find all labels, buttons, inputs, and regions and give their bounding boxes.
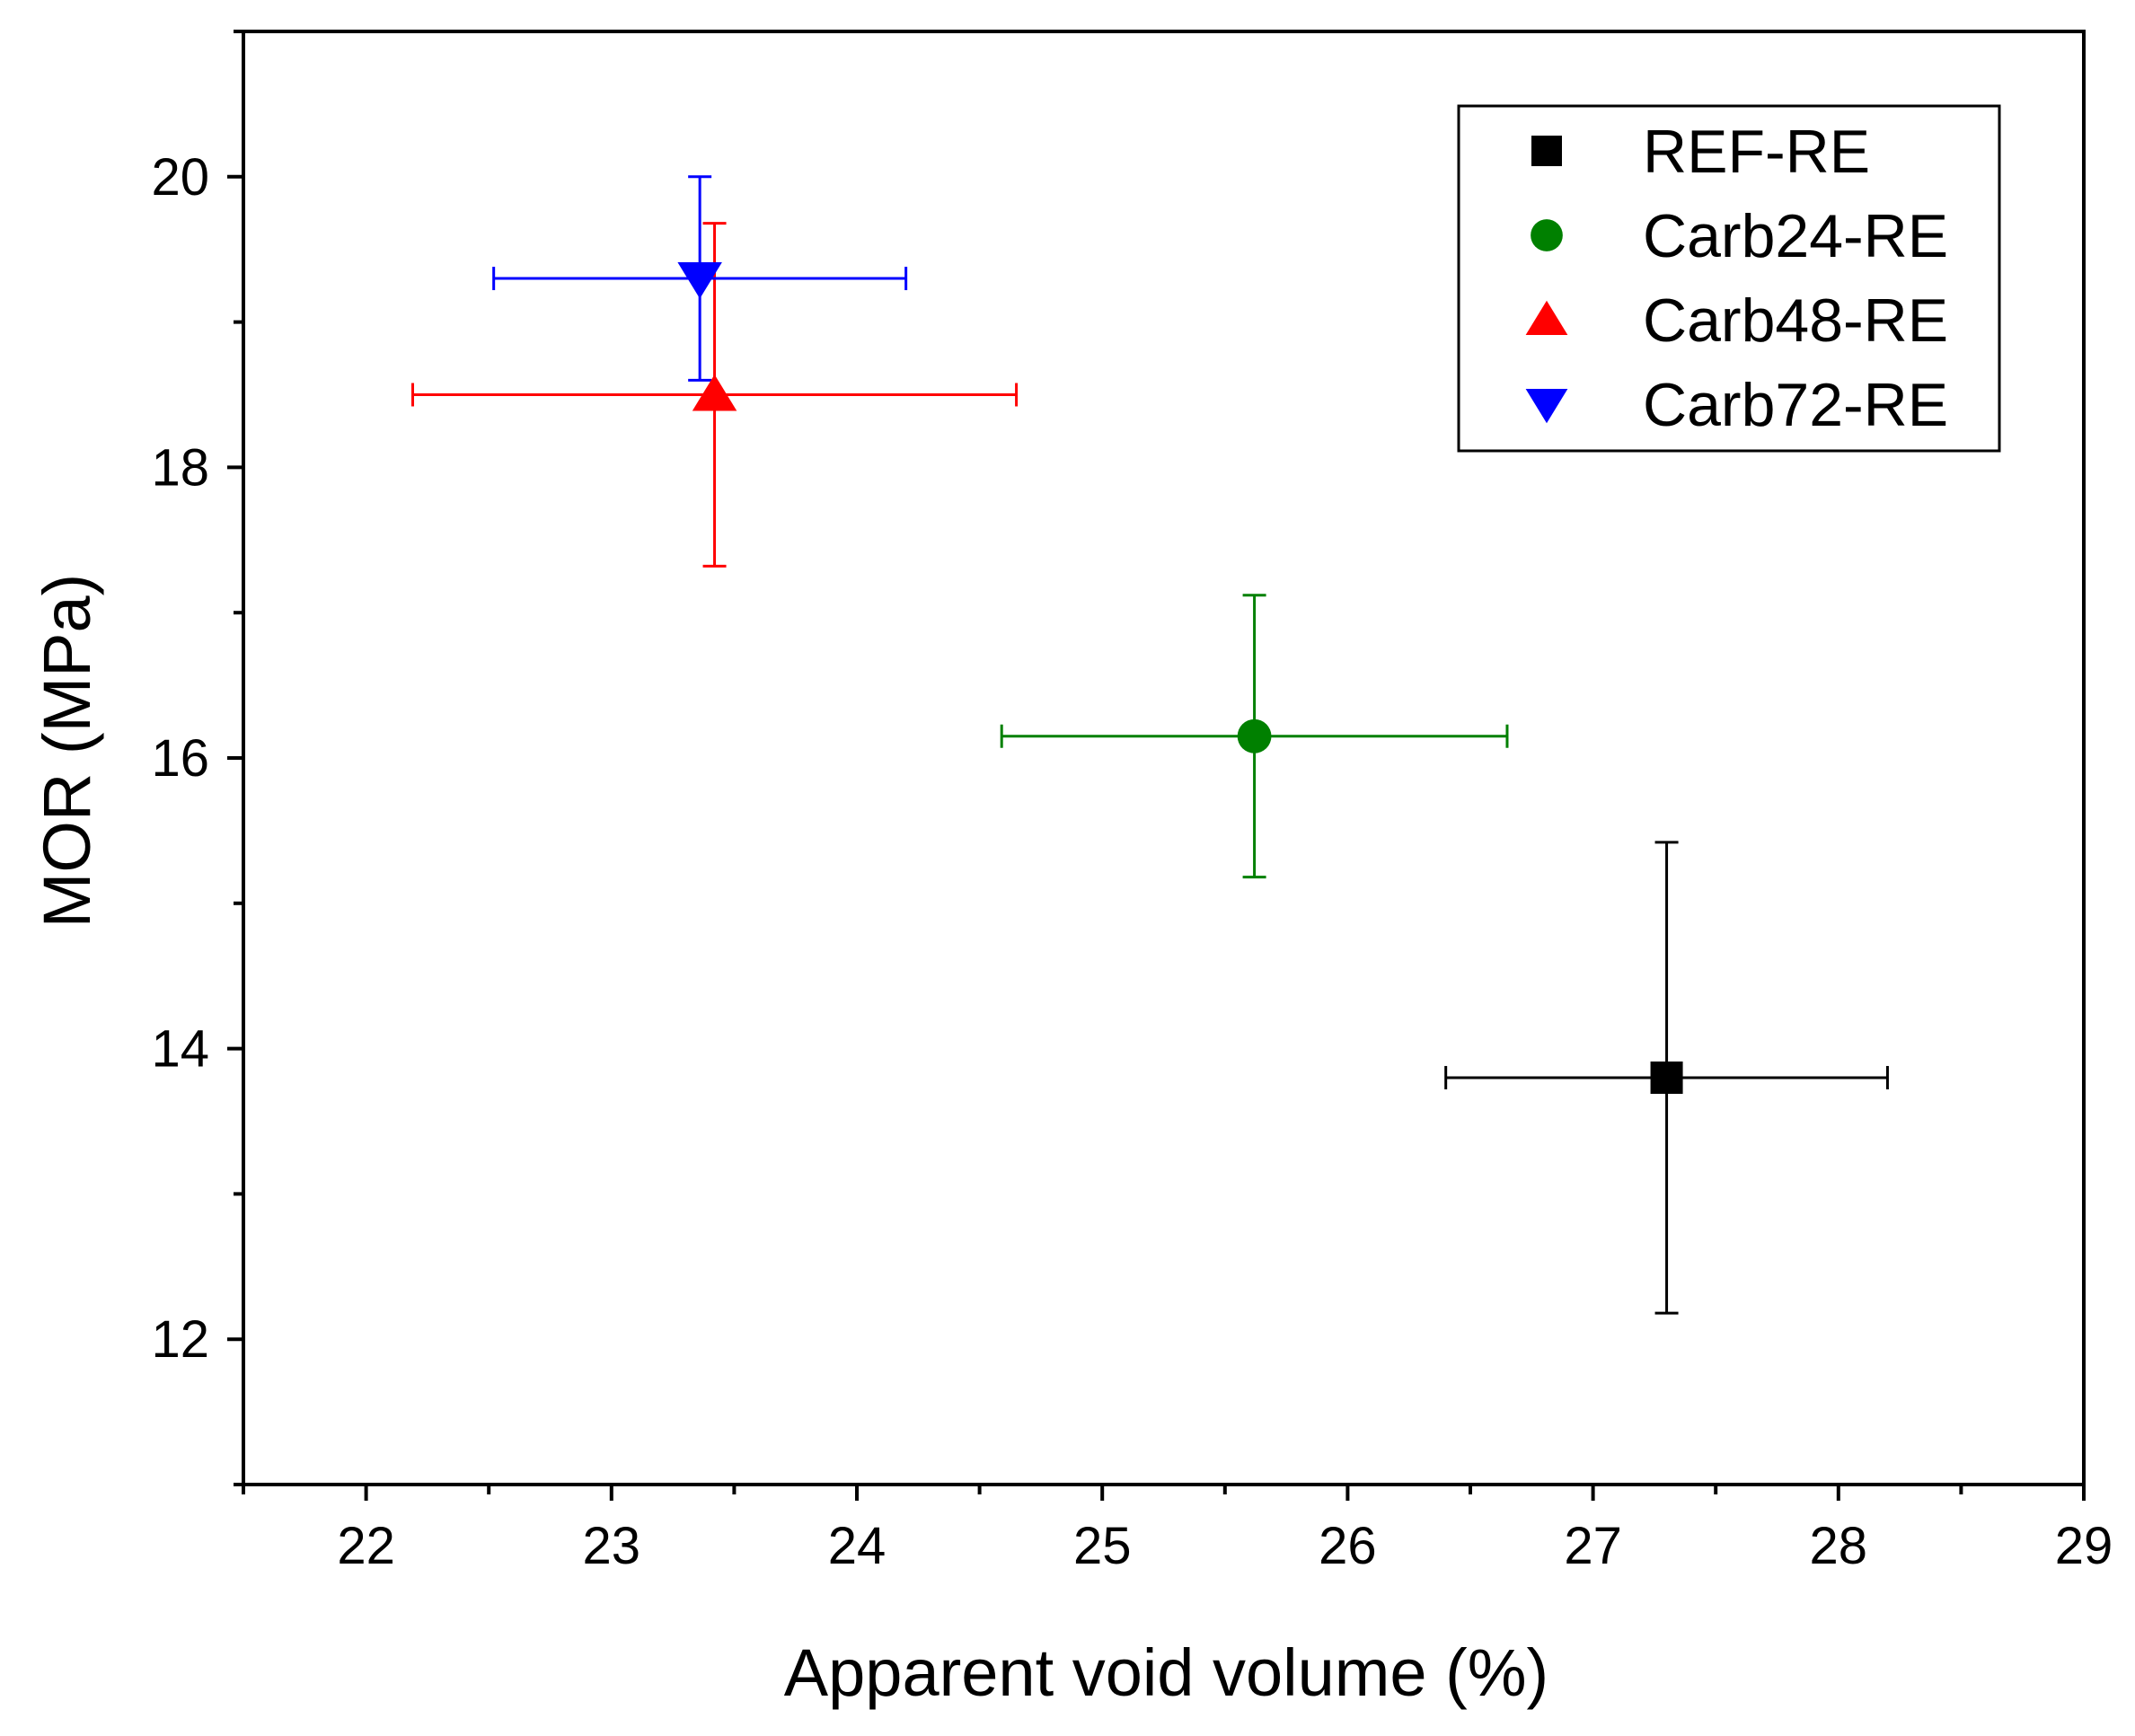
legend-marker-carb24-re bbox=[1531, 219, 1563, 251]
x-tick-label: 28 bbox=[1810, 1517, 1868, 1575]
x-tick-label: 29 bbox=[2055, 1517, 2113, 1575]
legend-label-carb48-re: Carb48-RE bbox=[1643, 286, 1948, 355]
data-markers bbox=[677, 262, 1683, 1094]
legend-marker-carb48-re bbox=[1525, 300, 1568, 335]
y-tick-label: 20 bbox=[151, 148, 209, 207]
legend-label-ref-re: REF-RE bbox=[1643, 118, 1870, 186]
x-tick-label: 26 bbox=[1319, 1517, 1377, 1575]
x-tick-label: 25 bbox=[1073, 1517, 1132, 1575]
legend-marker-ref-re bbox=[1531, 136, 1562, 166]
x-axis-title: Apparent void volume (%) bbox=[784, 1635, 1548, 1710]
y-tick-label: 18 bbox=[151, 438, 209, 497]
x-tick-label: 24 bbox=[828, 1517, 887, 1575]
carb48-re-point bbox=[692, 375, 737, 411]
x-tick-label: 22 bbox=[337, 1517, 395, 1575]
axes: 22 23 24 25 26 27 28 29 12 14 16 18 20 bbox=[151, 30, 2113, 1575]
carb24-re-point bbox=[1237, 718, 1272, 753]
y-tick-label: 12 bbox=[151, 1310, 209, 1369]
legend-label-carb24-re: Carb24-RE bbox=[1643, 202, 1948, 270]
legend-label-carb72-re: Carb72-RE bbox=[1643, 371, 1948, 439]
y-tick-label: 14 bbox=[151, 1020, 209, 1079]
ref-re-point bbox=[1650, 1061, 1683, 1094]
x-tick-label: 23 bbox=[583, 1517, 641, 1575]
x-tick-label: 27 bbox=[1564, 1517, 1622, 1575]
y-tick-label: 16 bbox=[151, 729, 209, 788]
legend-marker-carb72-re bbox=[1525, 389, 1568, 424]
y-axis-title: MOR (MPa) bbox=[30, 574, 104, 929]
legend: REF-RE Carb24-RE Carb48-RE Carb72-RE bbox=[1457, 104, 2001, 453]
carb72-re-point bbox=[677, 262, 722, 299]
